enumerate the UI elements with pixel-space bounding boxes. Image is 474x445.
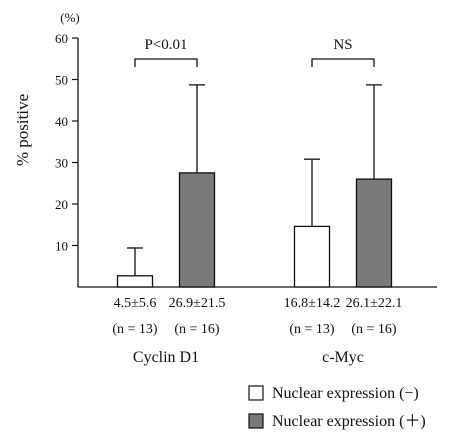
bar-labels: 4.5±5.6 (n = 13) 26.9±21.5 (n = 16) P<0.01 Cy… — [112, 37, 402, 366]
group-label: Cyclin D1 — [133, 349, 199, 366]
y-tick-label: 10 — [55, 239, 68, 254]
bar-n-label: (n = 16) — [174, 322, 220, 337]
legend-label: Nuclear expression (＋) — [272, 413, 426, 430]
y-axis-label: % positive — [13, 94, 32, 166]
legend: Nuclear expression (−) Nuclear expression… — [248, 385, 426, 430]
significance-label: NS — [333, 37, 352, 53]
y-unit-label: (%) — [60, 10, 80, 25]
legend-label: Nuclear expression (−) — [272, 385, 419, 402]
bar — [355, 178, 393, 288]
bar — [293, 225, 331, 288]
y-tick-label: 50 — [55, 73, 68, 88]
y-ticks: 10 20 30 40 50 60 — [55, 31, 78, 254]
legend-swatch — [248, 413, 264, 429]
bar-value-label: 26.9±21.5 — [169, 296, 226, 311]
significance-label: P<0.01 — [144, 37, 187, 53]
bar-n-label: (n = 13) — [289, 322, 335, 337]
bar-value-label: 4.5±5.6 — [114, 296, 157, 311]
y-tick-label: 20 — [55, 197, 68, 212]
legend-swatch — [248, 385, 264, 401]
group-label: c-Myc — [322, 349, 364, 366]
bar-value-label: 26.1±22.1 — [346, 296, 403, 311]
y-tick-label: 60 — [55, 31, 68, 46]
bar — [116, 275, 154, 288]
bars — [116, 58, 393, 288]
bar-value-label: 16.8±14.2 — [284, 296, 341, 311]
significance-bracket — [311, 58, 375, 67]
y-tick-label: 30 — [55, 156, 68, 171]
bar — [178, 172, 216, 288]
bar-n-label: (n = 16) — [351, 322, 397, 337]
bar-n-label: (n = 13) — [112, 322, 158, 337]
significance-bracket — [134, 58, 198, 67]
y-tick-label: 40 — [55, 114, 68, 129]
